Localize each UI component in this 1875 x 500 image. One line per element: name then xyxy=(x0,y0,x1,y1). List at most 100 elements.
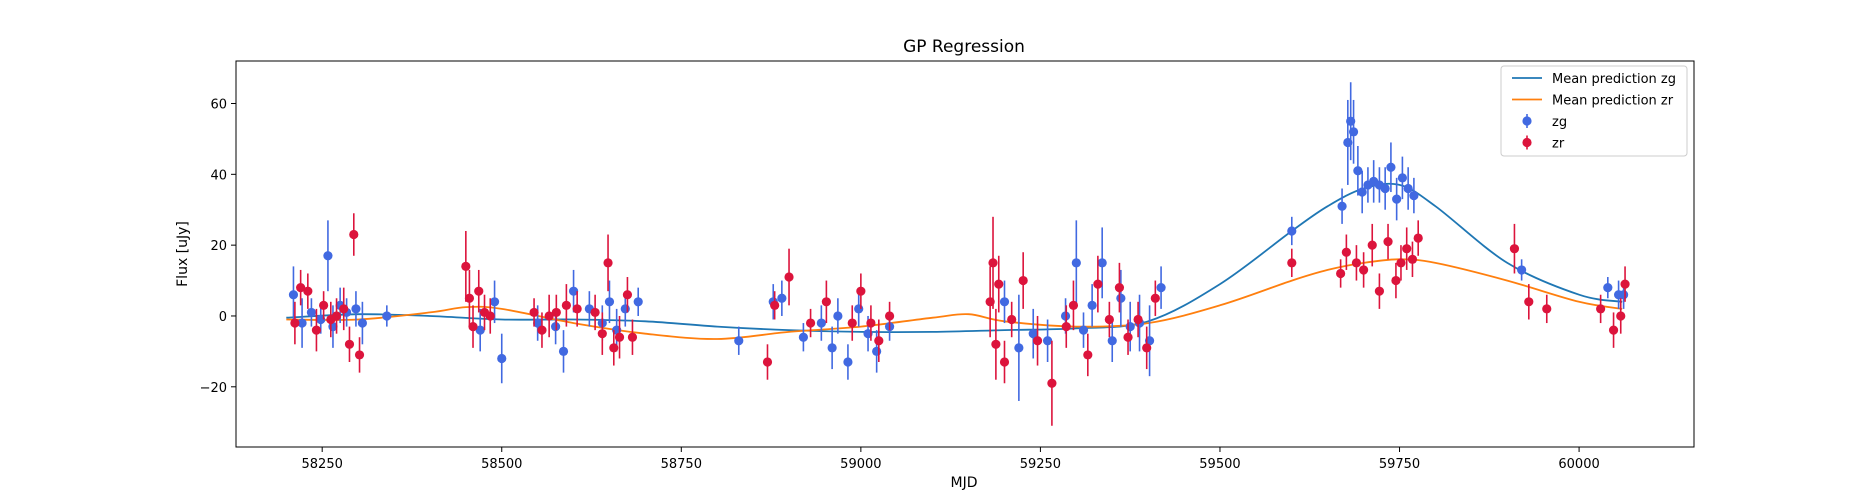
data-point-zr xyxy=(1104,314,1114,325)
axes-frame xyxy=(235,60,1695,448)
data-point-zr xyxy=(1413,233,1423,243)
y-tick-label: 40 xyxy=(210,168,227,183)
data-point-zr xyxy=(303,286,313,296)
data-point-zr xyxy=(1114,283,1125,293)
data-point-zr xyxy=(344,339,355,349)
data-point-zr xyxy=(1061,321,1071,332)
data-point-zg xyxy=(1380,183,1390,194)
x-tick-label: 58250 xyxy=(302,457,343,472)
data-point-zr xyxy=(1383,237,1393,247)
data-point-zg xyxy=(1107,336,1117,346)
data-point-zr xyxy=(1396,258,1406,268)
data-point-zg xyxy=(1097,258,1107,268)
data-point-zr xyxy=(762,357,773,367)
data-point-zr xyxy=(1007,314,1017,325)
data-point-zg xyxy=(306,307,317,318)
legend-label-zr: zr xyxy=(1552,137,1565,152)
data-point-zg xyxy=(1078,325,1089,335)
data-point-zr xyxy=(988,258,998,268)
data-point-zr xyxy=(866,318,876,328)
y-tick-label: 0 xyxy=(219,310,227,325)
data-point-zg xyxy=(382,311,392,321)
data-point-zr xyxy=(847,318,857,328)
data-point-zg xyxy=(1403,183,1413,194)
data-point-zg xyxy=(1287,226,1297,236)
data-point-zg xyxy=(1619,290,1629,300)
data-point-zr xyxy=(561,300,571,310)
data-point-zg xyxy=(558,346,569,356)
data-point-zr xyxy=(1047,378,1057,388)
data-point-zr xyxy=(597,329,607,339)
data-point-zg xyxy=(497,353,507,364)
plot-area xyxy=(286,82,1630,426)
data-point-zg xyxy=(777,293,787,303)
y-tick-label: −20 xyxy=(200,381,227,396)
data-point-zg xyxy=(323,251,333,261)
data-point-zr xyxy=(1083,350,1093,360)
data-point-zr xyxy=(354,350,365,360)
data-point-zg xyxy=(1028,329,1038,339)
legend-swatch-zg xyxy=(1522,116,1532,126)
chart-title: GP Regression xyxy=(903,37,1025,57)
data-point-zr xyxy=(349,229,359,240)
legend-swatch-zr xyxy=(1522,137,1532,148)
legend-label-mean-prediction-zr: Mean prediction zr xyxy=(1552,94,1674,109)
data-point-zr xyxy=(590,307,600,318)
data-point-zr xyxy=(468,321,478,332)
data-point-zr xyxy=(1616,311,1626,321)
data-point-zg xyxy=(1042,336,1053,346)
data-point-zg xyxy=(533,318,543,328)
data-point-zr xyxy=(999,357,1010,367)
data-point-zr xyxy=(1142,343,1152,353)
data-point-zr xyxy=(311,325,322,335)
x-tick-label: 59250 xyxy=(1020,457,1061,472)
data-point-zr xyxy=(485,311,495,321)
x-tick-label: 58750 xyxy=(661,457,702,472)
data-point-zg xyxy=(489,297,500,307)
data-point-zg xyxy=(1014,343,1024,353)
data-point-zg xyxy=(633,297,643,307)
data-point-zr xyxy=(290,318,300,328)
data-point-zr xyxy=(296,283,306,293)
data-point-zr xyxy=(770,300,780,310)
x-tick-label: 60000 xyxy=(1558,457,1599,472)
data-point-zr xyxy=(1287,258,1297,268)
legend: Mean prediction zg Mean prediction zr zg zr xyxy=(1500,65,1688,157)
data-point-zr xyxy=(994,279,1004,289)
data-point-zr xyxy=(339,304,349,314)
data-point-zg xyxy=(1156,283,1166,293)
data-point-zg xyxy=(1337,201,1347,211)
series-zr xyxy=(290,213,1630,426)
data-point-zr xyxy=(1542,304,1552,314)
data-point-zg xyxy=(734,336,744,346)
y-axis: −20 0 20 40 60 xyxy=(200,97,236,396)
data-point-zg xyxy=(833,311,843,321)
data-point-zg xyxy=(568,286,579,296)
legend-label-mean-prediction-zg: Mean prediction zg xyxy=(1552,72,1676,87)
data-point-zr xyxy=(1093,279,1103,289)
data-point-zg xyxy=(288,290,299,300)
data-point-zg xyxy=(854,304,864,314)
data-point-zr xyxy=(1068,300,1079,310)
data-point-zg xyxy=(1348,127,1359,137)
data-point-zr xyxy=(474,286,484,296)
data-point-zg xyxy=(843,357,853,367)
data-point-zr xyxy=(537,325,547,335)
data-point-zg xyxy=(1386,162,1396,172)
data-point-zr xyxy=(319,300,329,310)
data-point-zr xyxy=(529,307,539,318)
data-point-zr xyxy=(1374,286,1385,296)
data-point-zr xyxy=(627,332,638,342)
data-point-zg xyxy=(1603,283,1613,293)
x-axis-label: MJD xyxy=(951,475,978,491)
data-point-zr xyxy=(1620,279,1630,289)
data-point-zg xyxy=(604,297,615,307)
data-point-zg xyxy=(1392,194,1402,204)
data-point-zr xyxy=(1596,304,1606,314)
data-point-zg xyxy=(357,318,368,328)
data-point-zg xyxy=(1116,293,1126,303)
data-point-zg xyxy=(827,343,837,353)
data-point-zr xyxy=(1032,336,1043,346)
data-point-zg xyxy=(1397,173,1407,183)
